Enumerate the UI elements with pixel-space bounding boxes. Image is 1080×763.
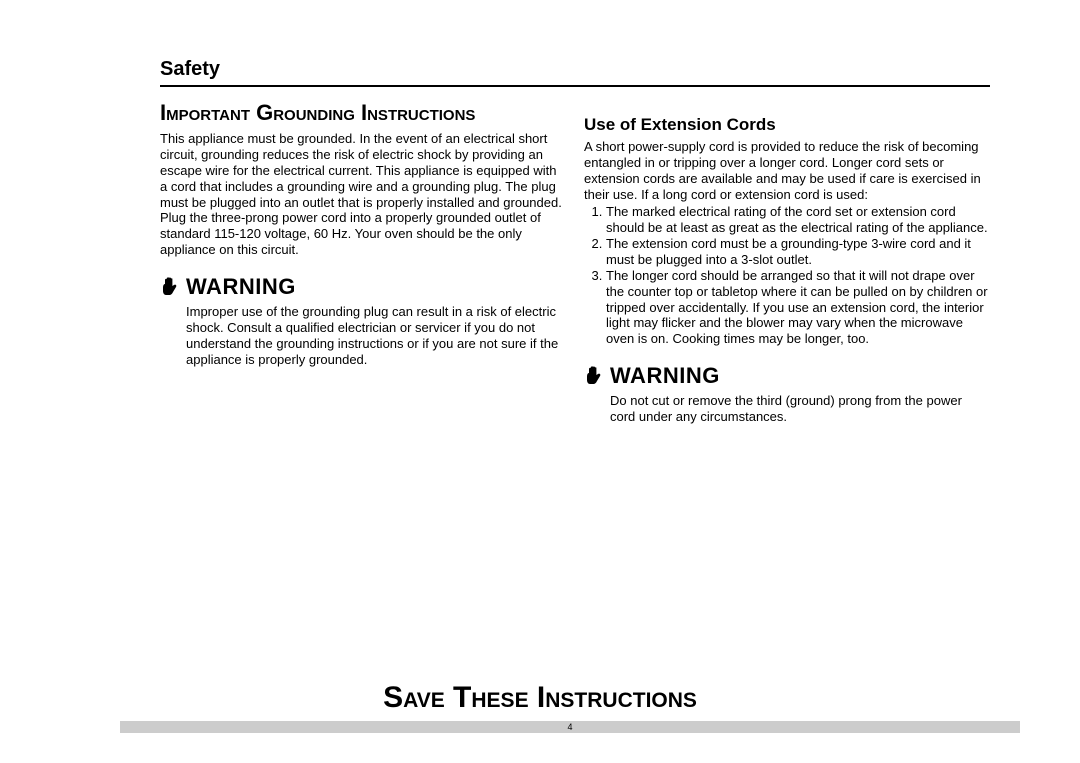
save-instructions: Save These Instructions	[0, 681, 1080, 715]
warning-label: WARNING	[610, 363, 720, 389]
hand-icon	[160, 276, 180, 298]
extension-paragraph: A short power-supply cord is provided to…	[584, 139, 990, 202]
hand-icon	[584, 365, 604, 387]
footer-bar: 4	[120, 721, 1020, 733]
right-column: Use of Extension Cords A short power-sup…	[584, 101, 990, 425]
extension-heading: Use of Extension Cords	[584, 115, 990, 135]
page-title: Safety	[160, 58, 990, 87]
warning-block-grounding: WARNING Improper use of the grounding pl…	[160, 274, 566, 367]
list-item: The longer cord should be arranged so th…	[606, 268, 990, 347]
list-item: The marked electrical rating of the cord…	[606, 204, 990, 236]
extension-list: The marked electrical rating of the cord…	[584, 204, 990, 347]
warning-label: WARNING	[186, 274, 296, 300]
warning-block-cord: WARNING Do not cut or remove the third (…	[584, 363, 990, 425]
warning-heading: WARNING	[160, 274, 566, 300]
warning-text: Improper use of the grounding plug can r…	[160, 304, 566, 367]
warning-heading: WARNING	[584, 363, 990, 389]
grounding-paragraph: This appliance must be grounded. In the …	[160, 131, 566, 258]
left-column: Important Grounding Instructions This ap…	[160, 101, 566, 425]
two-column-layout: Important Grounding Instructions This ap…	[160, 101, 990, 425]
manual-page: Safety Important Grounding Instructions …	[0, 0, 1080, 763]
grounding-heading: Important Grounding Instructions	[160, 101, 566, 125]
warning-text: Do not cut or remove the third (ground) …	[584, 393, 990, 425]
list-item: The extension cord must be a grounding-t…	[606, 236, 990, 268]
page-number: 4	[567, 722, 572, 732]
